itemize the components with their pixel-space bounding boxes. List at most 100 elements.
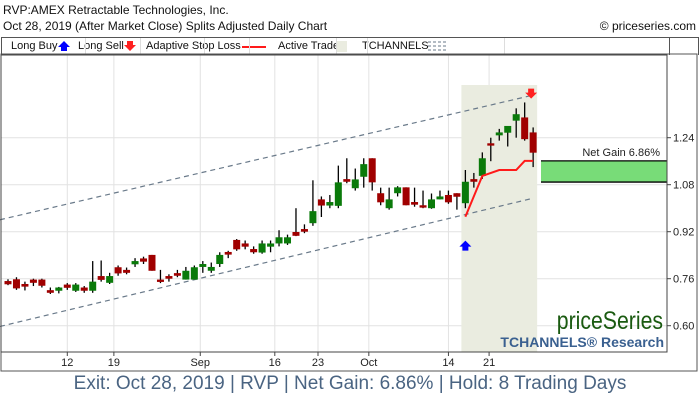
y-tick-label: 0.92 [673,227,694,239]
tchannel-upper [0,94,534,221]
candle-up [267,243,275,247]
candle-down [233,239,241,250]
candle-up [428,199,435,209]
candle-down [140,258,148,262]
tchannels-swatch [428,41,448,51]
tchannel-lower [0,197,534,328]
candle-down [38,279,46,286]
candle-up [334,182,342,206]
candle-up [275,237,283,244]
candle-down [402,187,410,206]
candle-down [173,273,181,276]
x-tick-label: Oct [360,357,377,369]
legend-long-sell: Long Sell [78,40,124,52]
adaptive-stop-loss-line [464,159,534,218]
candle-down [250,249,258,253]
x-tick-label: Sep [190,357,210,369]
candle-down [148,254,156,271]
candle-up [258,243,266,253]
candle-down [453,193,461,197]
candle-down [487,143,495,146]
candle-down [29,279,37,283]
candle-up [385,199,393,209]
chart-subtitle: Oct 28, 2019 (After Market Close) Splits… [3,19,328,33]
up-arrow-icon [58,41,70,51]
candle-up [89,281,97,291]
candle-up [495,132,503,136]
candle-up [72,284,80,291]
x-tick-label: 23 [312,357,324,369]
legend-long-buy: Long Buy [11,40,58,52]
x-tick-label: 12 [61,357,73,369]
candle-up [190,267,198,280]
tchannels-research-watermark: TCHANNELS® Research [500,334,664,350]
candle-up [436,196,444,200]
copyright: © priceseries.com [599,19,696,33]
stop-loss-swatch [242,46,266,48]
candle-down [156,279,164,282]
x-tick-label: 19 [108,357,120,369]
chart-title: RVP:AMEX Retractable Technologies, Inc. [3,3,229,17]
candle-down [165,276,173,279]
candle-down [444,194,452,203]
candle-down [317,199,325,206]
candle-up [284,237,292,244]
trade-summary: Exit: Oct 28, 2019 | RVP | Net Gain: 6.8… [73,373,627,394]
x-tick-label: 14 [442,357,454,369]
candle-down [377,193,385,203]
candle-down [114,267,122,274]
candle-down [368,158,376,183]
price-chart: Net Gain 6.86% 0.60 0.76 0.92 1.08 1.24 12 19… [0,53,698,372]
candle-down [46,290,54,293]
legend-stop-loss: Adaptive Stop Loss [146,40,241,52]
candle-down [4,281,12,285]
candle-down [470,179,478,182]
candle-up [512,114,520,121]
candle-up [207,266,215,271]
candle-down [97,276,105,280]
candle-down [21,283,29,287]
long-buy-arrow-icon [459,240,472,251]
legend: Long Buy Long Sell Adaptive Stop Loss Ac… [1,37,699,55]
candle-down [292,231,300,236]
x-tick-label: 21 [483,357,495,369]
candle-up [326,202,334,206]
candle-down [80,287,88,291]
candle-down [300,229,308,232]
net-gain-box [541,160,667,183]
candle-up [504,125,512,133]
legend-tchannels: TCHANNELS [362,40,429,52]
active-trade-swatch [337,41,347,52]
candle-down [529,132,537,153]
y-tick-label: 0.60 [673,321,694,333]
y-tick-label: 1.24 [673,133,694,145]
priceseries-watermark: priceSeries [557,306,663,334]
candle-up [199,264,207,267]
candle-down [411,202,419,205]
net-gain-label: Net Gain 6.86% [582,147,660,159]
plot-frame [0,54,668,353]
candle-up [131,261,139,265]
candle-down [224,251,232,255]
candle-up [106,276,114,283]
y-tick-label: 1.08 [673,180,694,192]
candle-down [12,279,20,289]
long-sell-arrow-icon [525,88,538,99]
candle-up [360,164,368,177]
candle-up [182,270,190,280]
candle-down [123,269,131,273]
candle-down [241,243,249,247]
candle-up [461,181,469,204]
candle-down [521,117,529,140]
candle-up [351,179,359,189]
legend-active-trade: Active Trade [278,40,340,52]
candle-down [63,284,71,288]
y-tick-label: 0.76 [673,274,694,286]
candle-down [419,205,427,208]
candle-up [55,287,63,291]
candle-up [394,187,402,194]
candle-up [478,158,486,176]
x-tick-label: 16 [269,357,281,369]
down-arrow-icon [124,41,136,51]
candle-up [216,254,224,265]
